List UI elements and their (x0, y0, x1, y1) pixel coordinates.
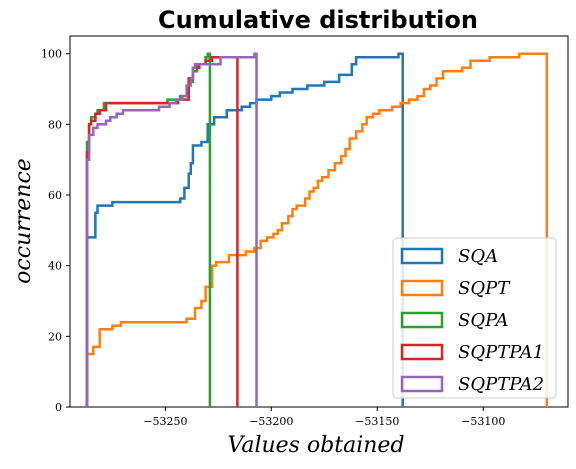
legend-label-sqpt: SQPT (458, 278, 511, 299)
legend-label-sqptpa2: SQPTPA2 (458, 374, 544, 395)
y-tick-label: 100 (41, 48, 62, 61)
legend-label-sqa: SQA (458, 246, 498, 267)
legend: SQA SQPT SQPA SQPTPA1 SQPTPA2 (393, 238, 556, 398)
y-axis-ticks: 0 20 40 60 80 100 (41, 48, 70, 414)
y-axis-label: occurrence (11, 158, 36, 284)
y-tick-label: 20 (48, 330, 62, 343)
x-axis-ticks: −53250 −53200 −53150 −53100 (143, 407, 505, 428)
x-tick-label: −53250 (143, 415, 187, 428)
series-line-sqa (87, 54, 403, 407)
legend-label-sqptpa1: SQPTPA1 (458, 342, 544, 363)
chart-title: Cumulative distribution (158, 6, 478, 34)
x-axis-label: Values obtained (227, 433, 404, 458)
series-line-sqptpa1 (87, 57, 237, 407)
legend-label-sqpa: SQPA (458, 310, 509, 331)
x-tick-label: −53150 (355, 415, 399, 428)
series-line-sqptpa2 (87, 54, 257, 407)
y-tick-label: 80 (48, 118, 62, 131)
x-tick-label: −53100 (461, 415, 505, 428)
x-tick-label: −53200 (249, 415, 293, 428)
y-tick-label: 60 (48, 189, 62, 202)
y-tick-label: 40 (48, 260, 62, 273)
y-tick-label: 0 (55, 401, 62, 414)
